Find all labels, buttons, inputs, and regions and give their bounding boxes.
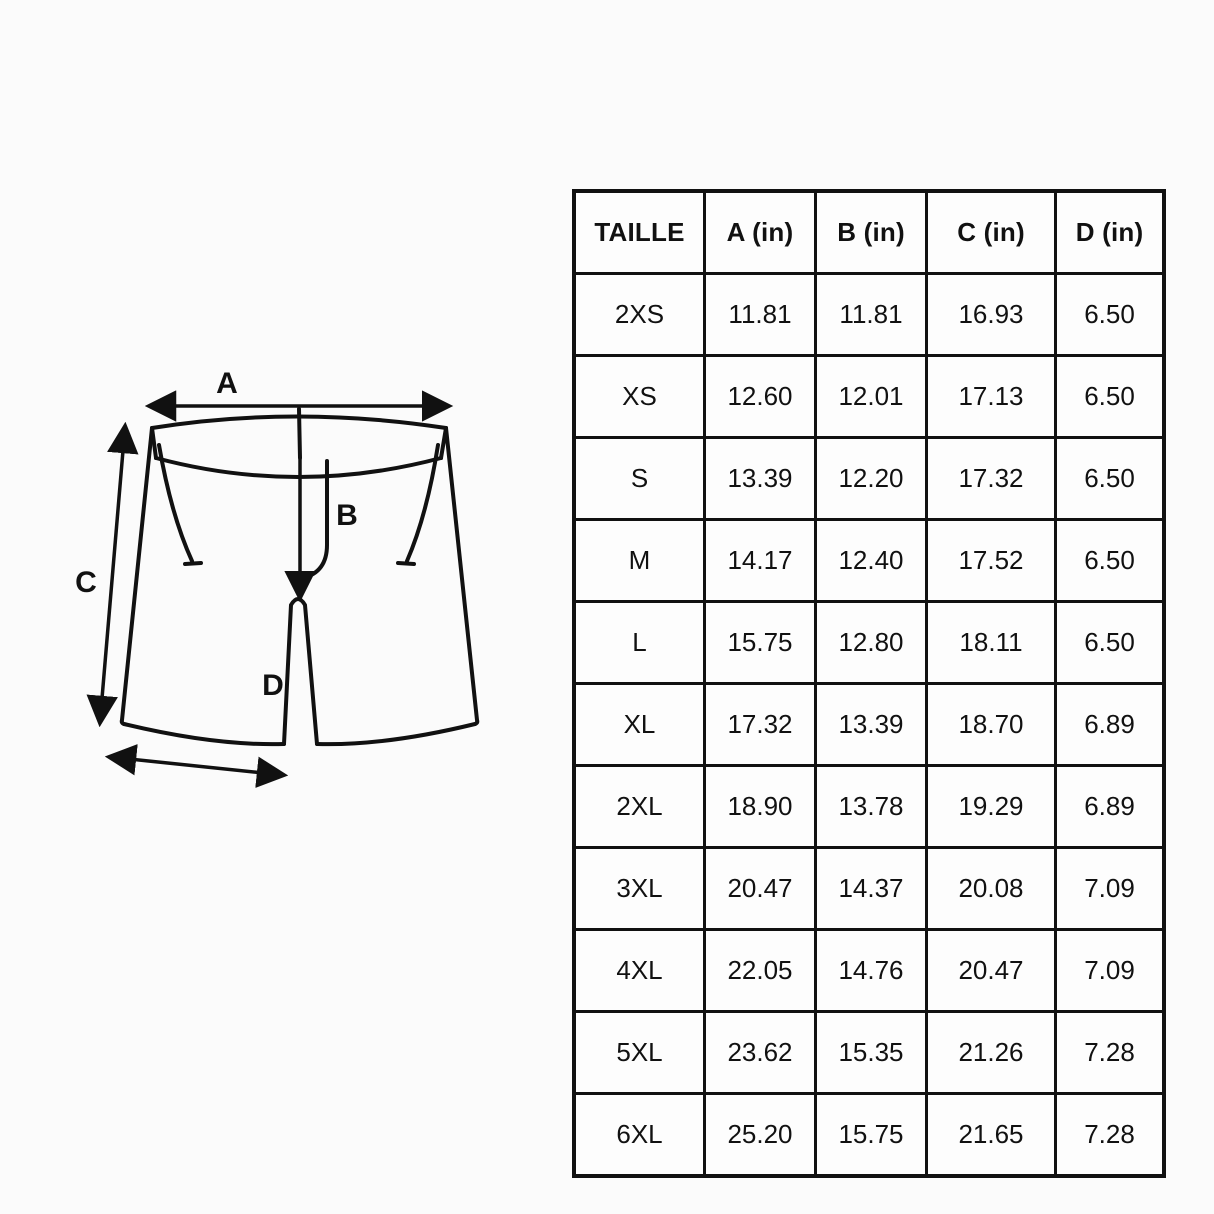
right-pocket-seam <box>405 443 440 563</box>
table-row: 4XL 22.05 14.76 20.47 7.09 <box>572 928 1166 1013</box>
cell-a: 22.05 <box>703 928 817 1013</box>
cell-a: 12.60 <box>703 354 817 439</box>
shorts-technical-drawing: A B C D <box>75 367 480 788</box>
cell-c: 21.26 <box>925 1010 1057 1095</box>
cell-size: 2XL <box>572 764 706 849</box>
label-a: A <box>216 367 238 400</box>
table-row: 2XS 11.81 11.81 16.93 6.50 <box>572 272 1166 357</box>
cell-b: 15.35 <box>814 1010 928 1095</box>
cell-size: 6XL <box>572 1092 706 1178</box>
label-d: D <box>262 669 284 702</box>
cell-size: XL <box>572 682 706 767</box>
cell-a: 18.90 <box>703 764 817 849</box>
table-row: 3XL 20.47 14.37 20.08 7.09 <box>572 846 1166 931</box>
column-header-b: B (in) <box>814 189 928 275</box>
cell-b: 14.37 <box>814 846 928 931</box>
table-row: M 14.17 12.40 17.52 6.50 <box>572 518 1166 603</box>
measurement-labels: A B C D <box>75 367 358 702</box>
table-row: 5XL 23.62 15.35 21.26 7.28 <box>572 1010 1166 1095</box>
cell-a: 11.81 <box>703 272 817 357</box>
cell-size: M <box>572 518 706 603</box>
cell-c: 20.47 <box>925 928 1057 1013</box>
center-front-waistband-seam <box>297 407 302 460</box>
cell-c: 18.11 <box>925 600 1057 685</box>
cell-a: 25.20 <box>703 1092 817 1178</box>
garment-diagram-panel: A B C D <box>0 0 560 1214</box>
cell-a: 14.17 <box>703 518 817 603</box>
cell-b: 12.01 <box>814 354 928 439</box>
cell-d: 7.09 <box>1054 928 1166 1013</box>
cell-c: 20.08 <box>925 846 1057 931</box>
cell-c: 16.93 <box>925 272 1057 357</box>
right-side-seam <box>444 426 480 726</box>
right-leg-hem <box>315 722 477 747</box>
cell-c: 17.13 <box>925 354 1057 439</box>
table-row: 6XL 25.20 15.75 21.65 7.28 <box>572 1092 1166 1178</box>
column-header-taille: TAILLE <box>572 189 706 275</box>
measurement-arrows <box>86 390 454 788</box>
table-row: S 13.39 12.20 17.32 6.50 <box>572 436 1166 521</box>
cell-b: 11.81 <box>814 272 928 357</box>
right-pocket-tick <box>396 561 416 566</box>
column-header-a: A (in) <box>703 189 817 275</box>
cell-size: L <box>572 600 706 685</box>
cell-b: 12.80 <box>814 600 928 685</box>
cell-c: 21.65 <box>925 1092 1057 1178</box>
cell-a: 17.32 <box>703 682 817 767</box>
cell-c: 19.29 <box>925 764 1057 849</box>
cell-d: 7.09 <box>1054 846 1166 931</box>
left-pocket-tick <box>183 561 203 566</box>
left-pocket-seam <box>157 443 194 563</box>
cell-d: 7.28 <box>1054 1092 1166 1178</box>
measure-arrow-c <box>86 421 139 728</box>
table-row: 2XL 18.90 13.78 19.29 6.89 <box>572 764 1166 849</box>
crotch-inseam <box>282 597 319 746</box>
cell-size: 4XL <box>572 928 706 1013</box>
cell-c: 17.32 <box>925 436 1057 521</box>
cell-b: 14.76 <box>814 928 928 1013</box>
cell-size: 5XL <box>572 1010 706 1095</box>
cell-c: 18.70 <box>925 682 1057 767</box>
column-header-c: C (in) <box>925 189 1057 275</box>
cell-size: 3XL <box>572 846 706 931</box>
label-c: C <box>75 566 97 599</box>
left-side-seam <box>119 426 154 726</box>
cell-d: 6.89 <box>1054 764 1166 849</box>
cell-b: 13.78 <box>814 764 928 849</box>
cell-d: 6.50 <box>1054 354 1166 439</box>
cell-a: 20.47 <box>703 846 817 931</box>
left-leg-hem <box>122 722 286 747</box>
cell-d: 6.89 <box>1054 682 1166 767</box>
cell-d: 6.50 <box>1054 600 1166 685</box>
measure-arrow-d <box>104 744 289 788</box>
table-row: XL 17.32 13.39 18.70 6.89 <box>572 682 1166 767</box>
label-b: B <box>336 499 358 532</box>
cell-d: 7.28 <box>1054 1010 1166 1095</box>
column-header-d: D (in) <box>1054 189 1166 275</box>
cell-b: 15.75 <box>814 1092 928 1178</box>
cell-b: 12.40 <box>814 518 928 603</box>
cell-size: S <box>572 436 706 521</box>
table-row: XS 12.60 12.01 17.13 6.50 <box>572 354 1166 439</box>
cell-size: 2XS <box>572 272 706 357</box>
cell-size: XS <box>572 354 706 439</box>
cell-b: 13.39 <box>814 682 928 767</box>
cell-a: 15.75 <box>703 600 817 685</box>
cell-d: 6.50 <box>1054 436 1166 521</box>
cell-c: 17.52 <box>925 518 1057 603</box>
size-chart-table: TAILLE A (in) B (in) C (in) D (in) 2XS 1… <box>572 189 1166 1178</box>
cell-d: 6.50 <box>1054 272 1166 357</box>
table-header-row: TAILLE A (in) B (in) C (in) D (in) <box>572 189 1166 275</box>
cell-d: 6.50 <box>1054 518 1166 603</box>
cell-b: 12.20 <box>814 436 928 521</box>
cell-a: 13.39 <box>703 436 817 521</box>
cell-a: 23.62 <box>703 1010 817 1095</box>
table-row: L 15.75 12.80 18.11 6.50 <box>572 600 1166 685</box>
